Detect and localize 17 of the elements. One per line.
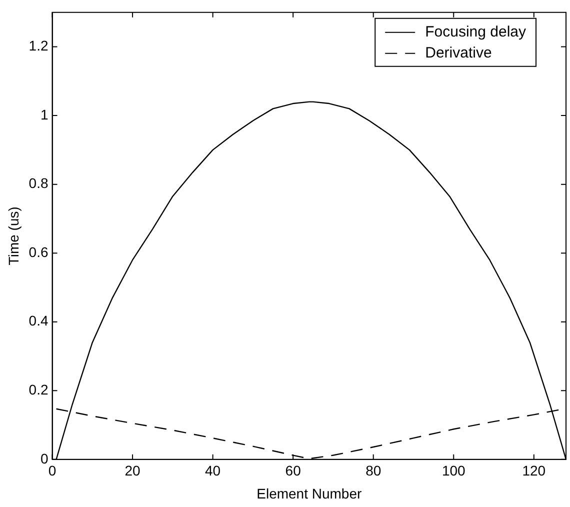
y-axis-title: Time (us) [5, 206, 22, 266]
y-tick-label: 1 [40, 106, 48, 122]
x-axis-title: Element Number [256, 485, 362, 502]
x-tick-label: 60 [285, 462, 302, 479]
legend-label: Focusing delay [425, 24, 526, 41]
legend-label: Derivative [425, 44, 492, 62]
x-tick-label: 80 [366, 462, 382, 479]
x-tick-label: 20 [124, 462, 141, 479]
y-tick-label: 0.2 [28, 381, 48, 398]
y-tick-label: 1.2 [28, 38, 48, 54]
y-tick-label: 0.6 [28, 244, 48, 260]
y-tick-label: 0.4 [28, 312, 48, 329]
x-tick-label: 100 [442, 462, 466, 479]
x-tick-label: 120 [522, 462, 546, 479]
y-tick-label: 0 [40, 450, 48, 466]
x-tick-label: 40 [205, 462, 221, 479]
y-tick-label: 0.8 [28, 175, 48, 192]
